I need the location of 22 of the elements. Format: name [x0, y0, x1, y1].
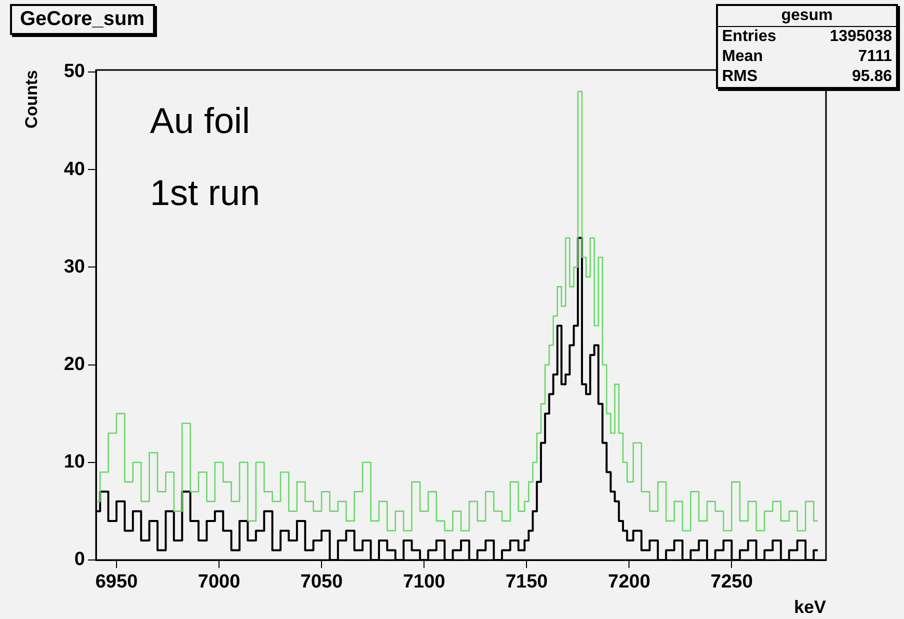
chart-title: GeCore_sum — [10, 4, 154, 35]
x-tick-label: 7150 — [505, 572, 548, 593]
x-tick-label: 7050 — [300, 572, 343, 593]
text: RMS 95.86 — [722, 68, 892, 85]
text: gesum — [718, 6, 896, 27]
y-tick-label: 0 — [74, 549, 85, 570]
y-axis-title: Counts — [22, 70, 41, 129]
x-tick-label: 7200 — [608, 572, 650, 593]
x-tick-label: 7250 — [710, 572, 753, 593]
x-tick-label: 7000 — [198, 572, 240, 593]
x-axis-title: keV — [794, 597, 826, 618]
y-tick-label: 30 — [64, 256, 85, 278]
text: Entries 1395038 — [722, 28, 892, 45]
text: Mean 7111 — [722, 48, 892, 65]
annotation: Au foil — [150, 100, 250, 142]
annotation: 1st run — [150, 172, 260, 214]
x-tick-label: 6950 — [95, 572, 138, 593]
y-tick-label: 40 — [64, 158, 85, 180]
x-tick-label: 7100 — [402, 572, 446, 593]
y-tick-label: 10 — [64, 452, 85, 473]
y-tick-label: 50 — [64, 61, 85, 82]
y-tick-label: 20 — [64, 354, 85, 376]
